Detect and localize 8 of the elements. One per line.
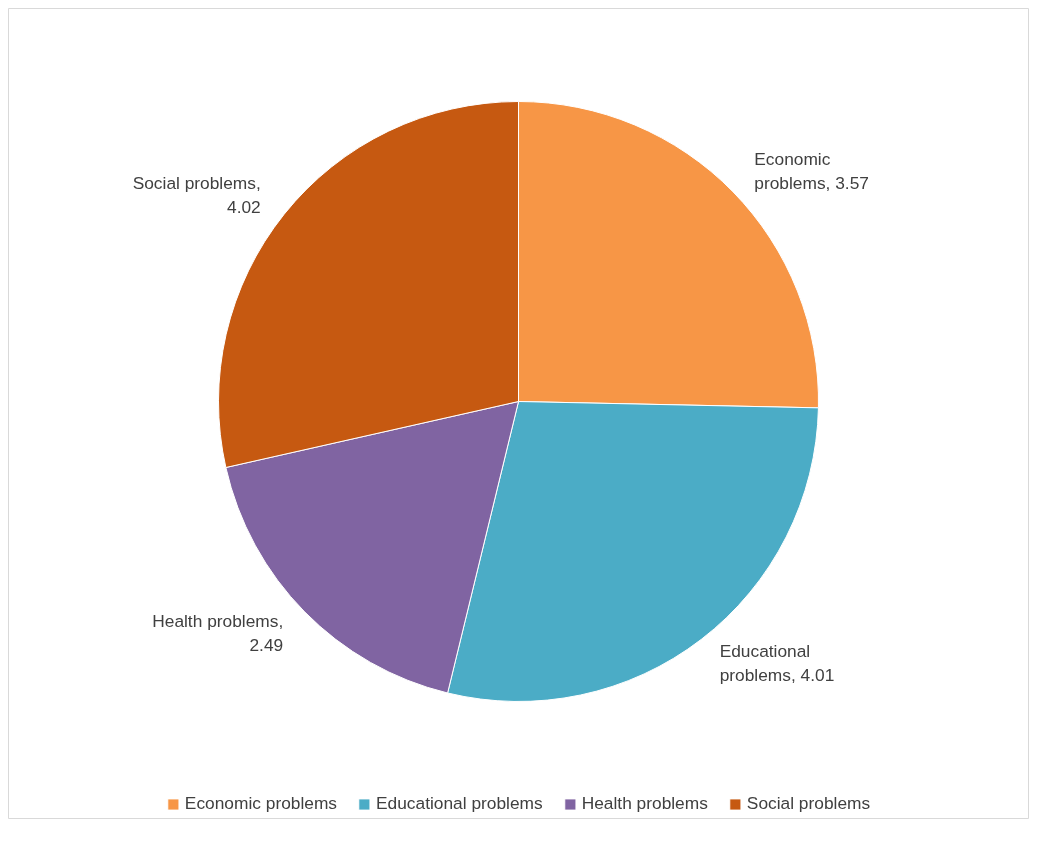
data-label: Social problems, 4.02: [132, 173, 261, 218]
data-label: Health problems, 2.49: [152, 610, 284, 655]
legend-label: Economic problems: [184, 793, 338, 814]
legend-label: Health problems: [581, 793, 708, 814]
data-label: Economic problems, 3.57: [754, 148, 869, 193]
data-label: Educational problems, 4.01: [719, 641, 835, 686]
legend-label: Social problems: [746, 793, 871, 814]
legend-label: Educational problems: [376, 793, 543, 814]
